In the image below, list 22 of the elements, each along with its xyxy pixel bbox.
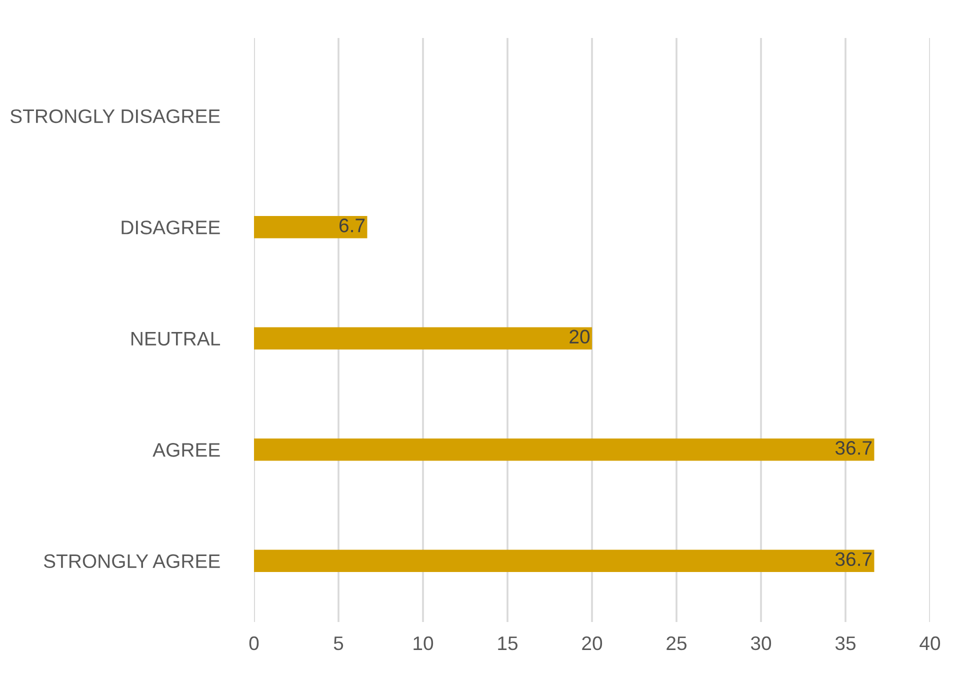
x-tick-label: 15 — [498, 636, 518, 650]
x-tick-label: 20 — [582, 636, 602, 650]
y-tick-label: STRONGLY DISAGREE — [10, 109, 220, 124]
x-tick-label: 5 — [334, 636, 344, 650]
x-tick-label: 10 — [414, 636, 434, 650]
y-tick-label: NEUTRAL — [132, 332, 220, 346]
data-label: 36.7 — [835, 441, 872, 455]
y-tick-label: STRONGLY AGREE — [44, 554, 220, 568]
bar — [254, 550, 874, 572]
x-tick-label: 40 — [920, 636, 940, 650]
x-tick-label: 30 — [750, 636, 772, 650]
data-label: 36.7 — [835, 552, 872, 566]
y-tick-label: DISAGREE — [122, 220, 220, 234]
y-tick-label: AGREE — [152, 443, 220, 457]
x-tick-label: 25 — [666, 636, 686, 650]
data-label: 6.7 — [340, 218, 365, 232]
data-label: 20 — [570, 330, 590, 344]
bar — [254, 216, 368, 238]
bar — [254, 438, 874, 461]
x-tick-label: 35 — [835, 636, 856, 650]
bar — [254, 327, 592, 350]
x-tick-label: 0 — [249, 636, 259, 650]
